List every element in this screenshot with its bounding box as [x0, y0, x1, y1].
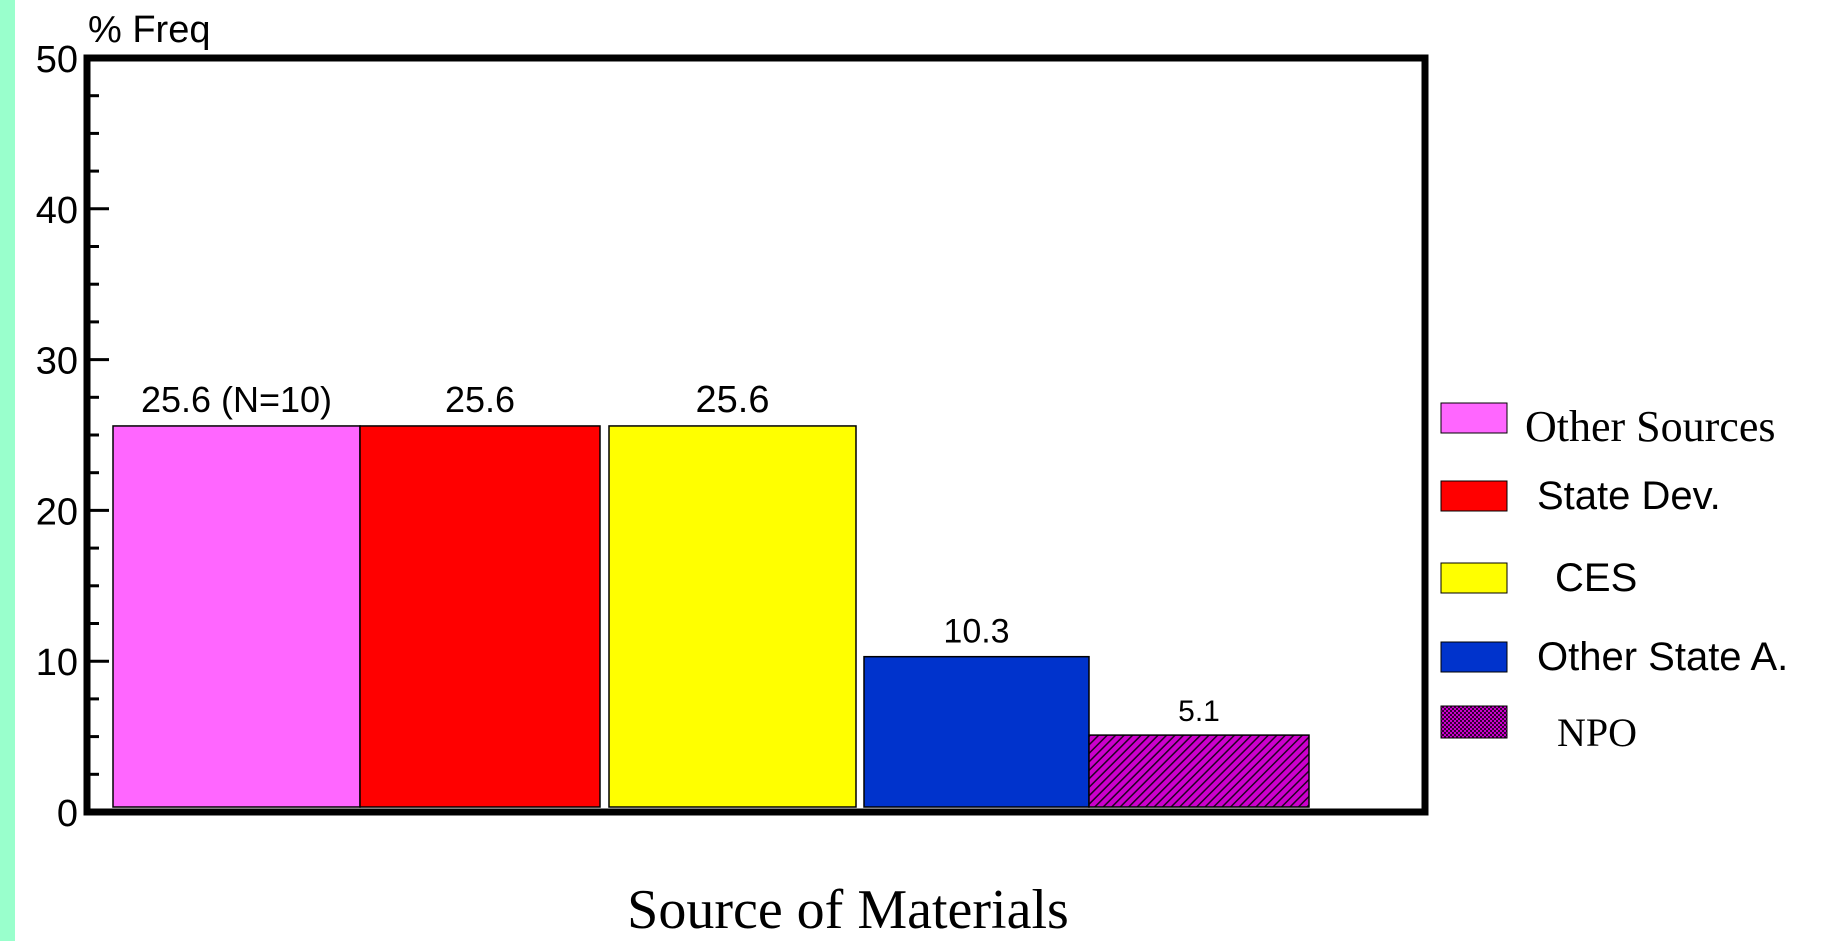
bar-ces: [608, 425, 857, 808]
bar-other-sources: [112, 425, 361, 808]
bar-data-label: 25.6 (N=10): [141, 379, 332, 420]
bar-data-label: 5.1: [1178, 695, 1220, 728]
y-tick-label: 30: [36, 341, 78, 383]
x-axis-label: Source of Materials: [627, 879, 1069, 941]
bar-data-label: 25.6: [445, 379, 515, 420]
bars-group: 25.6 (N=10) 25.6 25.6 10.3 5.1: [112, 379, 1310, 808]
y-axis-label: % Freq: [88, 9, 210, 51]
bar-npo: [1088, 734, 1310, 808]
y-tick-label: 50: [36, 39, 78, 81]
y-tick-label: 20: [36, 491, 78, 533]
legend-label: NPO: [1557, 710, 1637, 755]
bar-data-label: 10.3: [943, 613, 1009, 651]
legend-label: State Dev.: [1537, 474, 1721, 518]
y-tick-label: 40: [36, 190, 78, 232]
legend: Other Sources State Dev. CES Other State A.…: [1440, 402, 1788, 755]
y-axis-ticks: 0 10 20 30 40 50: [36, 39, 109, 835]
legend-label: CES: [1555, 556, 1637, 600]
legend-swatch: [1440, 402, 1508, 434]
legend-label: Other Sources: [1525, 402, 1776, 451]
y-tick-label: 0: [57, 793, 78, 835]
legend-swatch: [1440, 705, 1508, 739]
bar-data-label: 25.6: [696, 379, 770, 421]
bar-other-state-a: [863, 655, 1090, 808]
legend-label: Other State A.: [1537, 635, 1788, 679]
legend-swatch: [1440, 562, 1508, 594]
legend-swatch: [1440, 480, 1508, 512]
y-tick-label: 10: [36, 642, 78, 684]
plot-frame: [83, 54, 1429, 816]
bar-state-dev: [359, 425, 601, 808]
legend-swatch: [1440, 641, 1508, 673]
